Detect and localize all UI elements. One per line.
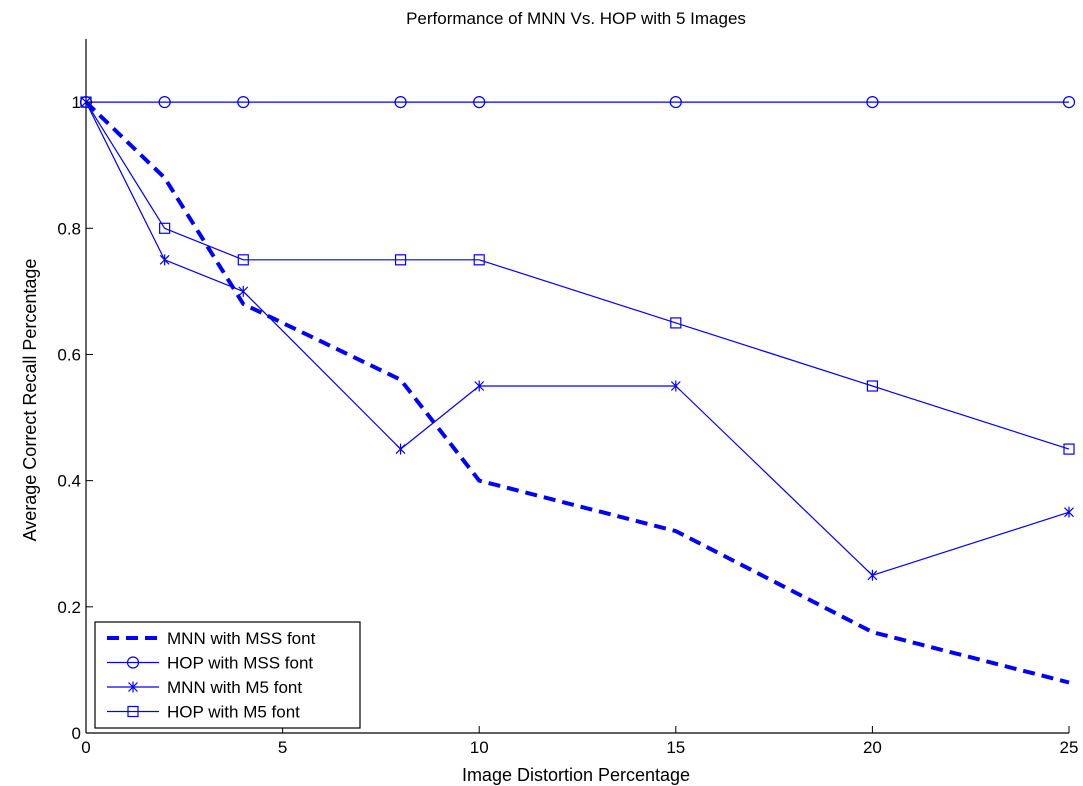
x-tick-label: 25	[1060, 738, 1079, 757]
data-point	[669, 95, 682, 109]
data-point	[670, 317, 682, 329]
y-axis-label: Average Correct Recall Percentage	[20, 259, 40, 542]
y-tick-label: 1	[72, 93, 81, 112]
legend-label: HOP with M5 font	[167, 703, 300, 722]
series-line	[85, 101, 1070, 450]
data-point	[1062, 95, 1076, 109]
data-point	[395, 443, 406, 455]
series-line	[85, 101, 1070, 576]
data-point	[159, 254, 170, 266]
legend-item: HOP with MSS font	[107, 654, 313, 673]
x-tick-label: 0	[81, 738, 90, 757]
legend-label: HOP with MSS font	[167, 654, 313, 673]
x-tick-label: 15	[666, 738, 685, 757]
x-tick-label: 20	[863, 738, 882, 757]
series-3	[81, 96, 1074, 581]
data-point	[159, 222, 171, 234]
legend: MNN with MSS font HOP with MSS font MNN wi…	[94, 621, 361, 729]
plot-frame	[85, 39, 1069, 734]
data-point	[158, 95, 171, 109]
series-layer	[79, 95, 1076, 685]
chart-title: Performance of MNN Vs. HOP with 5 Images	[406, 9, 746, 28]
legend-swatch-marker	[128, 681, 138, 693]
data-point	[1064, 506, 1074, 518]
legend-item: MNN with M5 font	[107, 678, 302, 697]
legend-label: MNN with MSS font	[167, 629, 316, 648]
x-tick-label: 10	[470, 738, 489, 757]
data-point	[866, 380, 879, 392]
data-point	[237, 95, 250, 109]
y-tick-label: 0.6	[57, 345, 81, 364]
legend-box	[94, 621, 361, 729]
legend-item: HOP with M5 font	[107, 703, 300, 722]
data-point	[867, 569, 878, 581]
legend-item: MNN with MSS font	[107, 629, 316, 648]
legend-swatch-marker	[127, 705, 139, 718]
legend-label: MNN with M5 font	[167, 678, 302, 697]
axes-layer: 0 5 10 15 20 25 0 0.2 0.4 0.6 0.8 1	[57, 93, 1078, 757]
data-point	[866, 95, 879, 109]
series-2	[79, 95, 1076, 109]
data-point	[474, 380, 485, 392]
data-point	[473, 254, 485, 266]
series-line	[84, 100, 1070, 685]
y-tick-label: 0.4	[57, 472, 81, 491]
data-point	[394, 254, 407, 266]
data-point	[670, 380, 681, 392]
data-point	[473, 95, 486, 109]
y-tick-label: 0.8	[57, 219, 81, 238]
x-axis-label: Image Distortion Percentage	[462, 765, 690, 785]
data-point	[237, 254, 249, 266]
series-4	[80, 96, 1075, 455]
series-1	[84, 100, 1070, 685]
data-point	[1063, 443, 1075, 455]
legend-swatch-marker	[126, 656, 140, 669]
data-point	[394, 95, 407, 109]
x-tick-label: 5	[278, 738, 287, 757]
data-point	[238, 285, 249, 297]
y-tick-label: 0	[72, 724, 81, 743]
y-tick-label: 0.2	[57, 598, 81, 617]
